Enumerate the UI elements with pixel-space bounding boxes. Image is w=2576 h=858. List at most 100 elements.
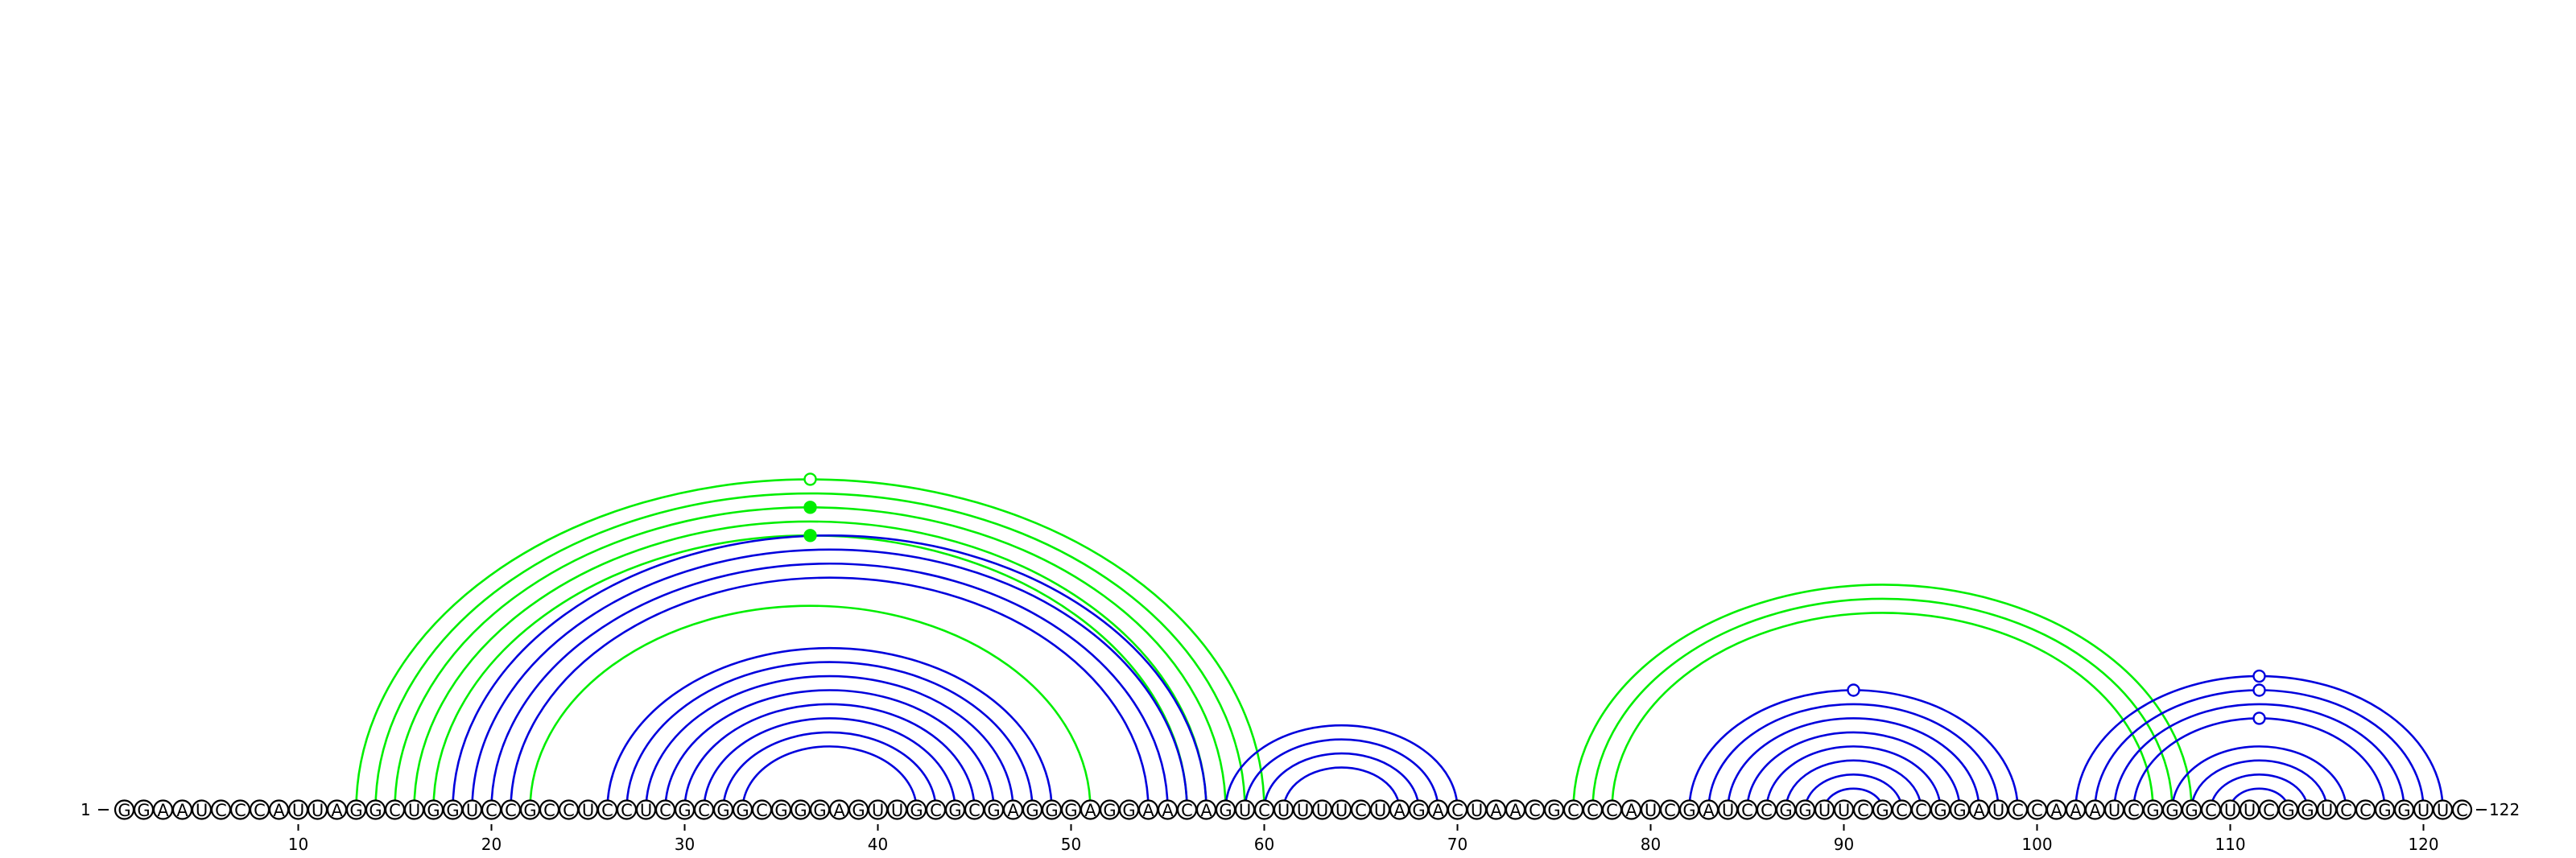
nucleotide: U [1234,799,1256,820]
nucleotide: G [1794,799,1816,820]
nucleotide: G [944,799,966,820]
nucleotide-letter: G [910,801,923,820]
nucleotide-letter: C [756,801,768,820]
nucleotide: A [2065,799,2087,820]
nucleotide: C [964,799,985,820]
nucleotide-letter: U [1297,801,1309,820]
nucleotide-letter: G [2146,801,2159,820]
nucleotide-letter: U [1335,801,1348,820]
nucleotide-letter: U [2437,801,2449,820]
nucleotide: A [1157,799,1179,820]
nucleotide-letter: G [1798,801,1811,820]
base-pair-arc [1282,766,1401,811]
nucleotide: C [2451,799,2473,820]
nucleotide-letter: U [640,801,652,820]
nucleotide: C [1891,799,1913,820]
nucleotide: A [1485,799,1507,820]
nucleotide-letter: U [2321,801,2333,820]
base-pair-arc [606,646,1053,811]
nucleotide-letter: A [2070,801,2082,820]
nucleotide-letter: G [523,801,536,820]
nucleotide-letter: A [1007,801,1019,820]
base-pair-arc [1785,759,1922,811]
nucleotide: G [1949,799,1971,820]
nucleotide: U [635,799,657,820]
nucleotide-letter: G [813,801,826,820]
arc-marker [803,472,817,486]
nucleotide-letter: G [446,801,459,820]
tick-label: 120 [2408,835,2438,854]
nucleotide: G [2374,799,2396,820]
nucleotide: C [229,799,251,820]
nucleotide: C [384,799,406,820]
nucleotide: G [1022,799,1043,820]
nucleotide-letter: U [1722,801,1734,820]
nucleotide-letter: U [312,801,324,820]
nucleotide: C [2026,799,2048,820]
nucleotide: U [1717,799,1739,820]
nucleotide-letter: A [176,801,188,820]
base-pair-arcs [355,478,2444,811]
nucleotide: G [345,799,367,820]
nucleotide: G [2297,799,2318,820]
nucleotide: C [210,799,232,820]
tick-label: 50 [1061,835,1081,854]
nucleotide: G [2161,799,2183,820]
nucleotide-letter: C [2456,801,2468,820]
nucleotide-letter: U [1278,801,1290,820]
nucleotide: C [1601,799,1623,820]
nucleotide-letter: G [1682,801,1695,820]
base-pair-arc [1611,612,2154,811]
nucleotide-letter: C [254,801,266,820]
nucleotide-letter: A [1432,801,1444,820]
nucleotide: G [809,799,831,820]
nucleotide: A [268,799,290,820]
nucleotide-letter: C [1451,801,1463,820]
base-pair-arc [722,731,937,811]
nucleotide: A [2084,799,2106,820]
nucleotide: U [886,799,908,820]
nucleotide-letter: G [118,801,130,820]
nucleotide: C [558,799,580,820]
base-pair-arc [664,689,995,811]
nucleotide-letter: G [349,801,362,820]
nucleotide: G [1041,799,1063,820]
nucleotide-letter: C [1915,801,1927,820]
nucleotide-letter: G [2185,801,2198,820]
arc-markers [803,472,2266,725]
base-pair-arc [1572,584,2193,811]
nucleotide: G [2277,799,2299,820]
nucleotide-letter: G [369,801,382,820]
nucleotide: G [1775,799,1797,820]
base-pair-arc [2094,689,2425,811]
nucleotide-letter: C [1355,801,1367,820]
nucleotide: G [519,799,541,820]
nucleotide-letter: A [1162,801,1174,820]
nucleotide: C [751,799,773,820]
nucleotide: C [1756,799,1777,820]
nucleotide-letter: C [1761,801,1773,820]
nucleotide-letter: C [2359,801,2372,820]
nucleotide-letter: G [774,801,787,820]
nucleotide-letter: C [1587,801,1599,820]
nucleotide-letter: A [833,801,845,820]
nucleotide-letter: U [891,801,903,820]
end-index-label: 122 [2489,800,2520,819]
nucleotide: C [2355,799,2376,820]
tick-label: 110 [2215,835,2245,854]
tick-label: 10 [288,835,308,854]
nucleotide-letter: C [234,801,246,820]
tick-label: 60 [1254,835,1274,854]
nucleotide-letter: C [2340,801,2352,820]
nucleotide-letter: G [2397,801,2410,820]
nucleotide: C [249,799,270,820]
nucleotide-letter: G [1934,801,1946,820]
base-pair-arc [1727,717,1980,811]
nucleotide-letter: U [2417,801,2429,820]
nucleotide: U [1369,799,1391,820]
nucleotide: A [1505,799,1526,820]
nucleotide: U [1988,799,2009,820]
nucleotide: G [674,799,696,820]
